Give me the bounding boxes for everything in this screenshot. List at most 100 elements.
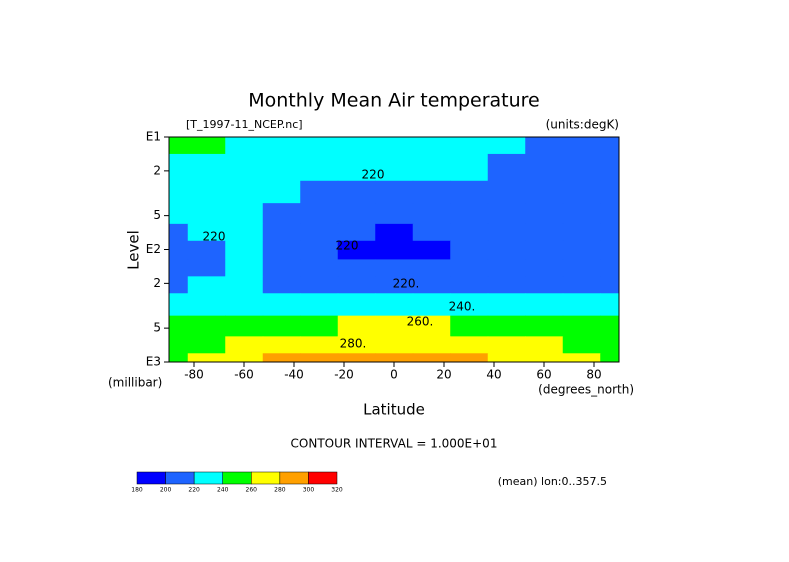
colorbar-label: 180	[131, 487, 143, 494]
field-cell	[337, 315, 376, 337]
field-cell	[600, 180, 620, 204]
field-cell	[337, 259, 376, 277]
x-tick-label: 0	[390, 368, 398, 382]
field-cell	[562, 259, 601, 277]
field-cell	[412, 153, 451, 182]
field-cell	[169, 276, 189, 294]
field-cell	[262, 259, 301, 277]
field-cell	[300, 336, 339, 354]
colorbar-label: 320	[331, 487, 343, 494]
colorbar-label: 300	[303, 487, 315, 494]
y-tick-label: 5	[153, 208, 161, 222]
field-cell	[525, 336, 564, 354]
field-cell	[262, 180, 301, 204]
field-cell	[187, 203, 226, 225]
field-cell	[525, 259, 564, 277]
field-cell	[187, 137, 226, 155]
field-cell	[169, 293, 189, 317]
field-cell	[487, 180, 526, 204]
colorbar-cell	[165, 471, 195, 485]
field-cell	[525, 353, 564, 363]
field-cell	[187, 353, 226, 363]
field-cell	[487, 293, 526, 317]
field-cell	[450, 180, 489, 204]
field-cell	[187, 276, 226, 294]
field-cell	[225, 137, 264, 155]
field-cell	[337, 353, 376, 363]
field-cell	[187, 240, 226, 260]
field-cell	[300, 153, 339, 182]
field-cell	[225, 336, 264, 354]
field-cell	[600, 353, 620, 363]
field-cell	[487, 276, 526, 294]
x-tick-label: -20	[334, 368, 354, 382]
units-label: (units:degK)	[546, 118, 619, 132]
colorbar-cell	[308, 471, 338, 485]
field-cell	[187, 259, 226, 277]
colorbar-label: 260	[246, 487, 258, 494]
field-cell	[412, 203, 451, 225]
field-cell	[412, 223, 451, 242]
field-cell	[487, 137, 526, 155]
y-tick-label: E2	[146, 242, 161, 256]
field-cell	[225, 203, 264, 225]
field-cell	[450, 137, 489, 155]
field-cell	[525, 203, 564, 225]
field-cell	[562, 315, 601, 337]
field-cell	[262, 293, 301, 317]
field-cell	[525, 137, 564, 155]
field-cell	[262, 223, 301, 242]
field-cell	[487, 353, 526, 363]
footer: CONTOUR INTERVAL = 1.000E+01	[291, 437, 498, 451]
field-cell	[412, 259, 451, 277]
field-cell	[562, 336, 601, 354]
colorbar-cell	[279, 471, 309, 485]
field-cell	[300, 353, 339, 363]
field-cell	[337, 223, 376, 242]
field-cell	[225, 276, 264, 294]
field-cell	[262, 336, 301, 354]
colorbar-label: 200	[160, 487, 172, 494]
field-cell	[450, 315, 489, 337]
x-tick-label: 20	[436, 368, 451, 382]
colorbar-label: 220	[188, 487, 200, 494]
subtitle: [T_1997-11_NCEP.nc]	[186, 118, 303, 131]
field-cell	[187, 223, 226, 242]
contour-label: 220	[203, 230, 226, 244]
field-cell	[337, 293, 376, 317]
field-cell	[450, 353, 489, 363]
x-tick-label: -40	[284, 368, 304, 382]
field-cell	[562, 353, 601, 363]
field-cell	[375, 240, 414, 260]
field-cell	[300, 240, 339, 260]
field-cell	[375, 180, 414, 204]
field-cell	[169, 259, 189, 277]
field-cell	[412, 276, 451, 294]
field-cell	[300, 315, 339, 337]
field-cell	[562, 180, 601, 204]
field-cell	[600, 259, 620, 277]
contour-label: 220	[336, 239, 359, 253]
chart-title: Monthly Mean Air temperature	[248, 90, 539, 112]
field-cell	[487, 315, 526, 337]
field-cell	[225, 180, 264, 204]
field-cell	[187, 315, 226, 337]
field-cell	[375, 315, 414, 337]
field-cell	[300, 223, 339, 242]
field-cell	[525, 180, 564, 204]
field-cell	[412, 137, 451, 155]
field-cell	[450, 276, 489, 294]
field-cell	[375, 137, 414, 155]
field-cell	[487, 336, 526, 354]
field-cell	[300, 293, 339, 317]
field-cell	[450, 240, 489, 260]
field-cell	[225, 259, 264, 277]
field-cell	[525, 293, 564, 317]
field-cell	[562, 203, 601, 225]
field-cell	[262, 153, 301, 182]
colorbar-label: 280	[274, 487, 286, 494]
x-tick-label: 40	[486, 368, 501, 382]
field-cell	[225, 153, 264, 182]
field-cell	[169, 240, 189, 260]
field-cell	[412, 180, 451, 204]
